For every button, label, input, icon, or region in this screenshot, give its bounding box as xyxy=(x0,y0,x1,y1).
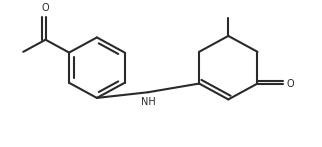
Text: O: O xyxy=(42,3,49,13)
Text: NH: NH xyxy=(141,97,156,107)
Text: O: O xyxy=(286,78,294,88)
